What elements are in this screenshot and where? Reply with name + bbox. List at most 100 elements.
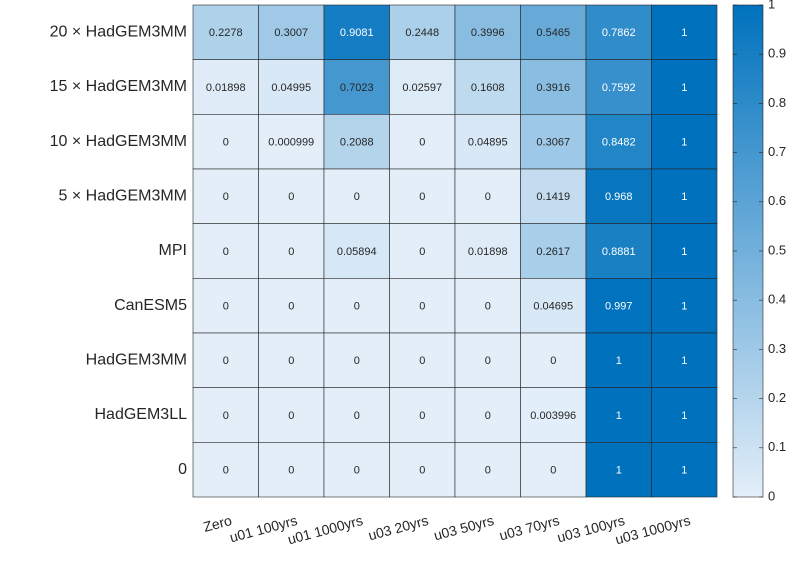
heatmap-cell (520, 59, 587, 115)
cell-value: 0.7023 (340, 82, 374, 94)
cell-value: 0.968 (605, 191, 633, 203)
row-label: 15 × HadGEM3MM (50, 78, 187, 95)
cell-value: 1 (681, 191, 687, 203)
cell-value: 0.3996 (471, 27, 505, 39)
cell-value: 0 (485, 301, 491, 313)
cell-value: 0 (223, 137, 229, 149)
heatmap-cell (651, 332, 718, 388)
heatmap-cell (520, 223, 587, 279)
heatmap-cell (651, 442, 718, 498)
heatmap-cell (454, 4, 521, 60)
heatmap-cell (651, 278, 718, 334)
colorbar-tick-label: 0.2 (768, 390, 786, 405)
cell-value: 0 (419, 137, 425, 149)
col-label: u03 1000yrs (613, 512, 692, 547)
cell-value: 0.1419 (536, 191, 570, 203)
cell-value: 1 (616, 355, 622, 367)
cell-value: 0 (550, 355, 556, 367)
heatmap-cell (520, 114, 587, 170)
cell-value: 0.3067 (536, 137, 570, 149)
row-label: 10 × HadGEM3MM (50, 133, 187, 150)
cell-value: 1 (681, 355, 687, 367)
cell-value: 0.003996 (530, 410, 576, 422)
heatmap-cell (323, 442, 390, 498)
heatmap-cell (454, 278, 521, 334)
cell-value: 0 (288, 355, 294, 367)
cell-value: 1 (681, 465, 687, 477)
cell-value: 0 (354, 301, 360, 313)
cell-value: 0.04995 (271, 82, 311, 94)
heatmap-cell (192, 114, 259, 170)
heatmap-cell (389, 59, 456, 115)
heatmap-cell (258, 278, 325, 334)
heatmap-cell (389, 4, 456, 60)
cell-value: 0 (485, 410, 491, 422)
cell-value: 0.000999 (268, 137, 314, 149)
cell-value: 1 (681, 27, 687, 39)
heatmap-cell (520, 387, 587, 443)
cell-value: 0 (550, 465, 556, 477)
cell-value: 0.2278 (209, 27, 243, 39)
heatmap-cell (192, 332, 259, 388)
cell-value: 0.02597 (402, 82, 442, 94)
cell-value: 0.2617 (536, 246, 570, 258)
colorbar (732, 4, 764, 498)
heatmap-cell (192, 168, 259, 224)
cell-value: 0 (485, 191, 491, 203)
heatmap-cell (258, 442, 325, 498)
cell-value: 0 (354, 191, 360, 203)
cell-value: 0.3916 (536, 82, 570, 94)
cell-value: 0.05894 (337, 246, 377, 258)
colorbar-tick-label: 0.1 (768, 439, 786, 454)
cell-value: 0 (419, 191, 425, 203)
heatmap-cell (585, 114, 652, 170)
row-label: MPI (159, 242, 187, 259)
row-label: 0 (178, 461, 187, 478)
cell-value: 0.5465 (536, 27, 570, 39)
heatmap-cell (651, 387, 718, 443)
cell-value: 0.01898 (206, 82, 246, 94)
heatmap-cell (651, 223, 718, 279)
heatmap-cell (389, 442, 456, 498)
cell-value: 0.04895 (468, 137, 508, 149)
cell-value: 0 (223, 355, 229, 367)
heatmap-cell (389, 114, 456, 170)
cell-value: 0.2448 (405, 27, 439, 39)
heatmap-cell (323, 387, 390, 443)
cell-value: 0.04695 (533, 301, 573, 313)
heatmap-cell (323, 114, 390, 170)
heatmap-cell (389, 223, 456, 279)
colorbar-tick-label: 0.7 (768, 144, 786, 159)
cell-value: 0 (419, 301, 425, 313)
row-label: CanESM5 (114, 297, 187, 314)
cell-value: 0 (354, 465, 360, 477)
heatmap-cell (454, 114, 521, 170)
colorbar-tick-label: 0.4 (768, 292, 786, 307)
cell-value: 0 (354, 355, 360, 367)
heatmap-cell (454, 442, 521, 498)
heatmap-cell (258, 4, 325, 60)
col-label: u03 20yrs (366, 512, 430, 543)
cell-value: 0 (485, 355, 491, 367)
cell-value: 0 (223, 465, 229, 477)
colorbar-tick-label: 0.6 (768, 193, 786, 208)
cell-value: 1 (681, 137, 687, 149)
heatmap-cell (454, 59, 521, 115)
heatmap-cell (323, 168, 390, 224)
heatmap-cell (651, 114, 718, 170)
cell-value: 0 (288, 301, 294, 313)
colorbar-tick-label: 0.5 (768, 242, 786, 257)
cell-value: 1 (681, 301, 687, 313)
heatmap-cell (585, 332, 652, 388)
row-label: 5 × HadGEM3MM (59, 188, 187, 205)
heatmap-cell (520, 4, 587, 60)
cell-value: 0 (419, 355, 425, 367)
heatmap-cell (323, 223, 390, 279)
cell-value: 0.7862 (602, 27, 636, 39)
heatmap-cell (454, 168, 521, 224)
row-label: 20 × HadGEM3MM (50, 24, 187, 41)
cell-value: 0.7592 (602, 82, 636, 94)
heatmap-cell (454, 332, 521, 388)
cell-value: 0 (288, 410, 294, 422)
